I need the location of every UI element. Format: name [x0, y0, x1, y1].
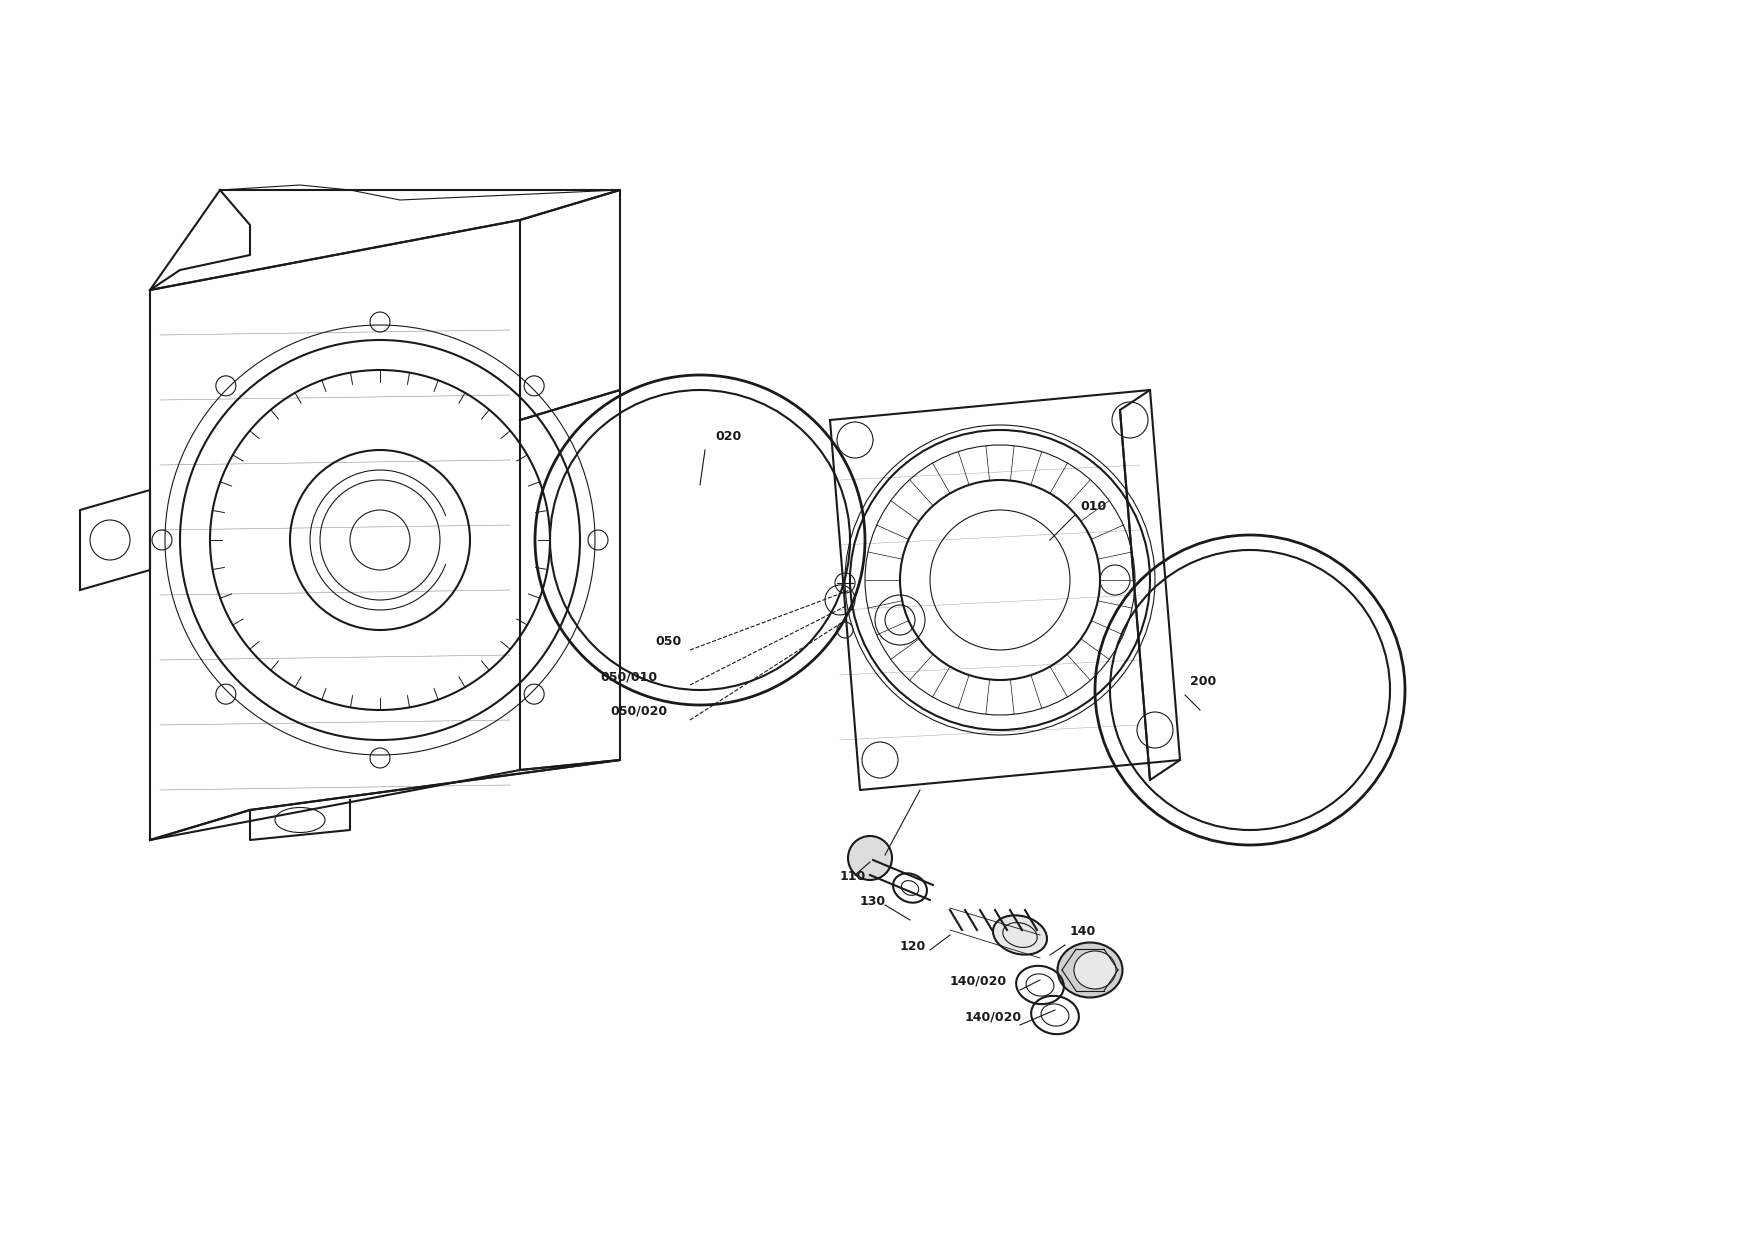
Text: 110: 110 — [840, 870, 866, 883]
Text: 200: 200 — [1189, 675, 1216, 688]
Text: 120: 120 — [900, 940, 926, 954]
Ellipse shape — [1058, 942, 1123, 997]
Text: 140/020: 140/020 — [965, 1011, 1023, 1023]
Text: 020: 020 — [716, 430, 742, 443]
Text: 140/020: 140/020 — [951, 975, 1007, 988]
Text: 130: 130 — [859, 895, 886, 908]
Circle shape — [847, 836, 893, 880]
Text: 050: 050 — [654, 635, 681, 649]
Ellipse shape — [1073, 951, 1116, 990]
Text: 140: 140 — [1070, 925, 1096, 937]
Text: 050/010: 050/010 — [600, 670, 658, 683]
Text: 010: 010 — [1080, 500, 1107, 513]
Text: 050/020: 050/020 — [610, 706, 667, 718]
Ellipse shape — [993, 915, 1047, 955]
